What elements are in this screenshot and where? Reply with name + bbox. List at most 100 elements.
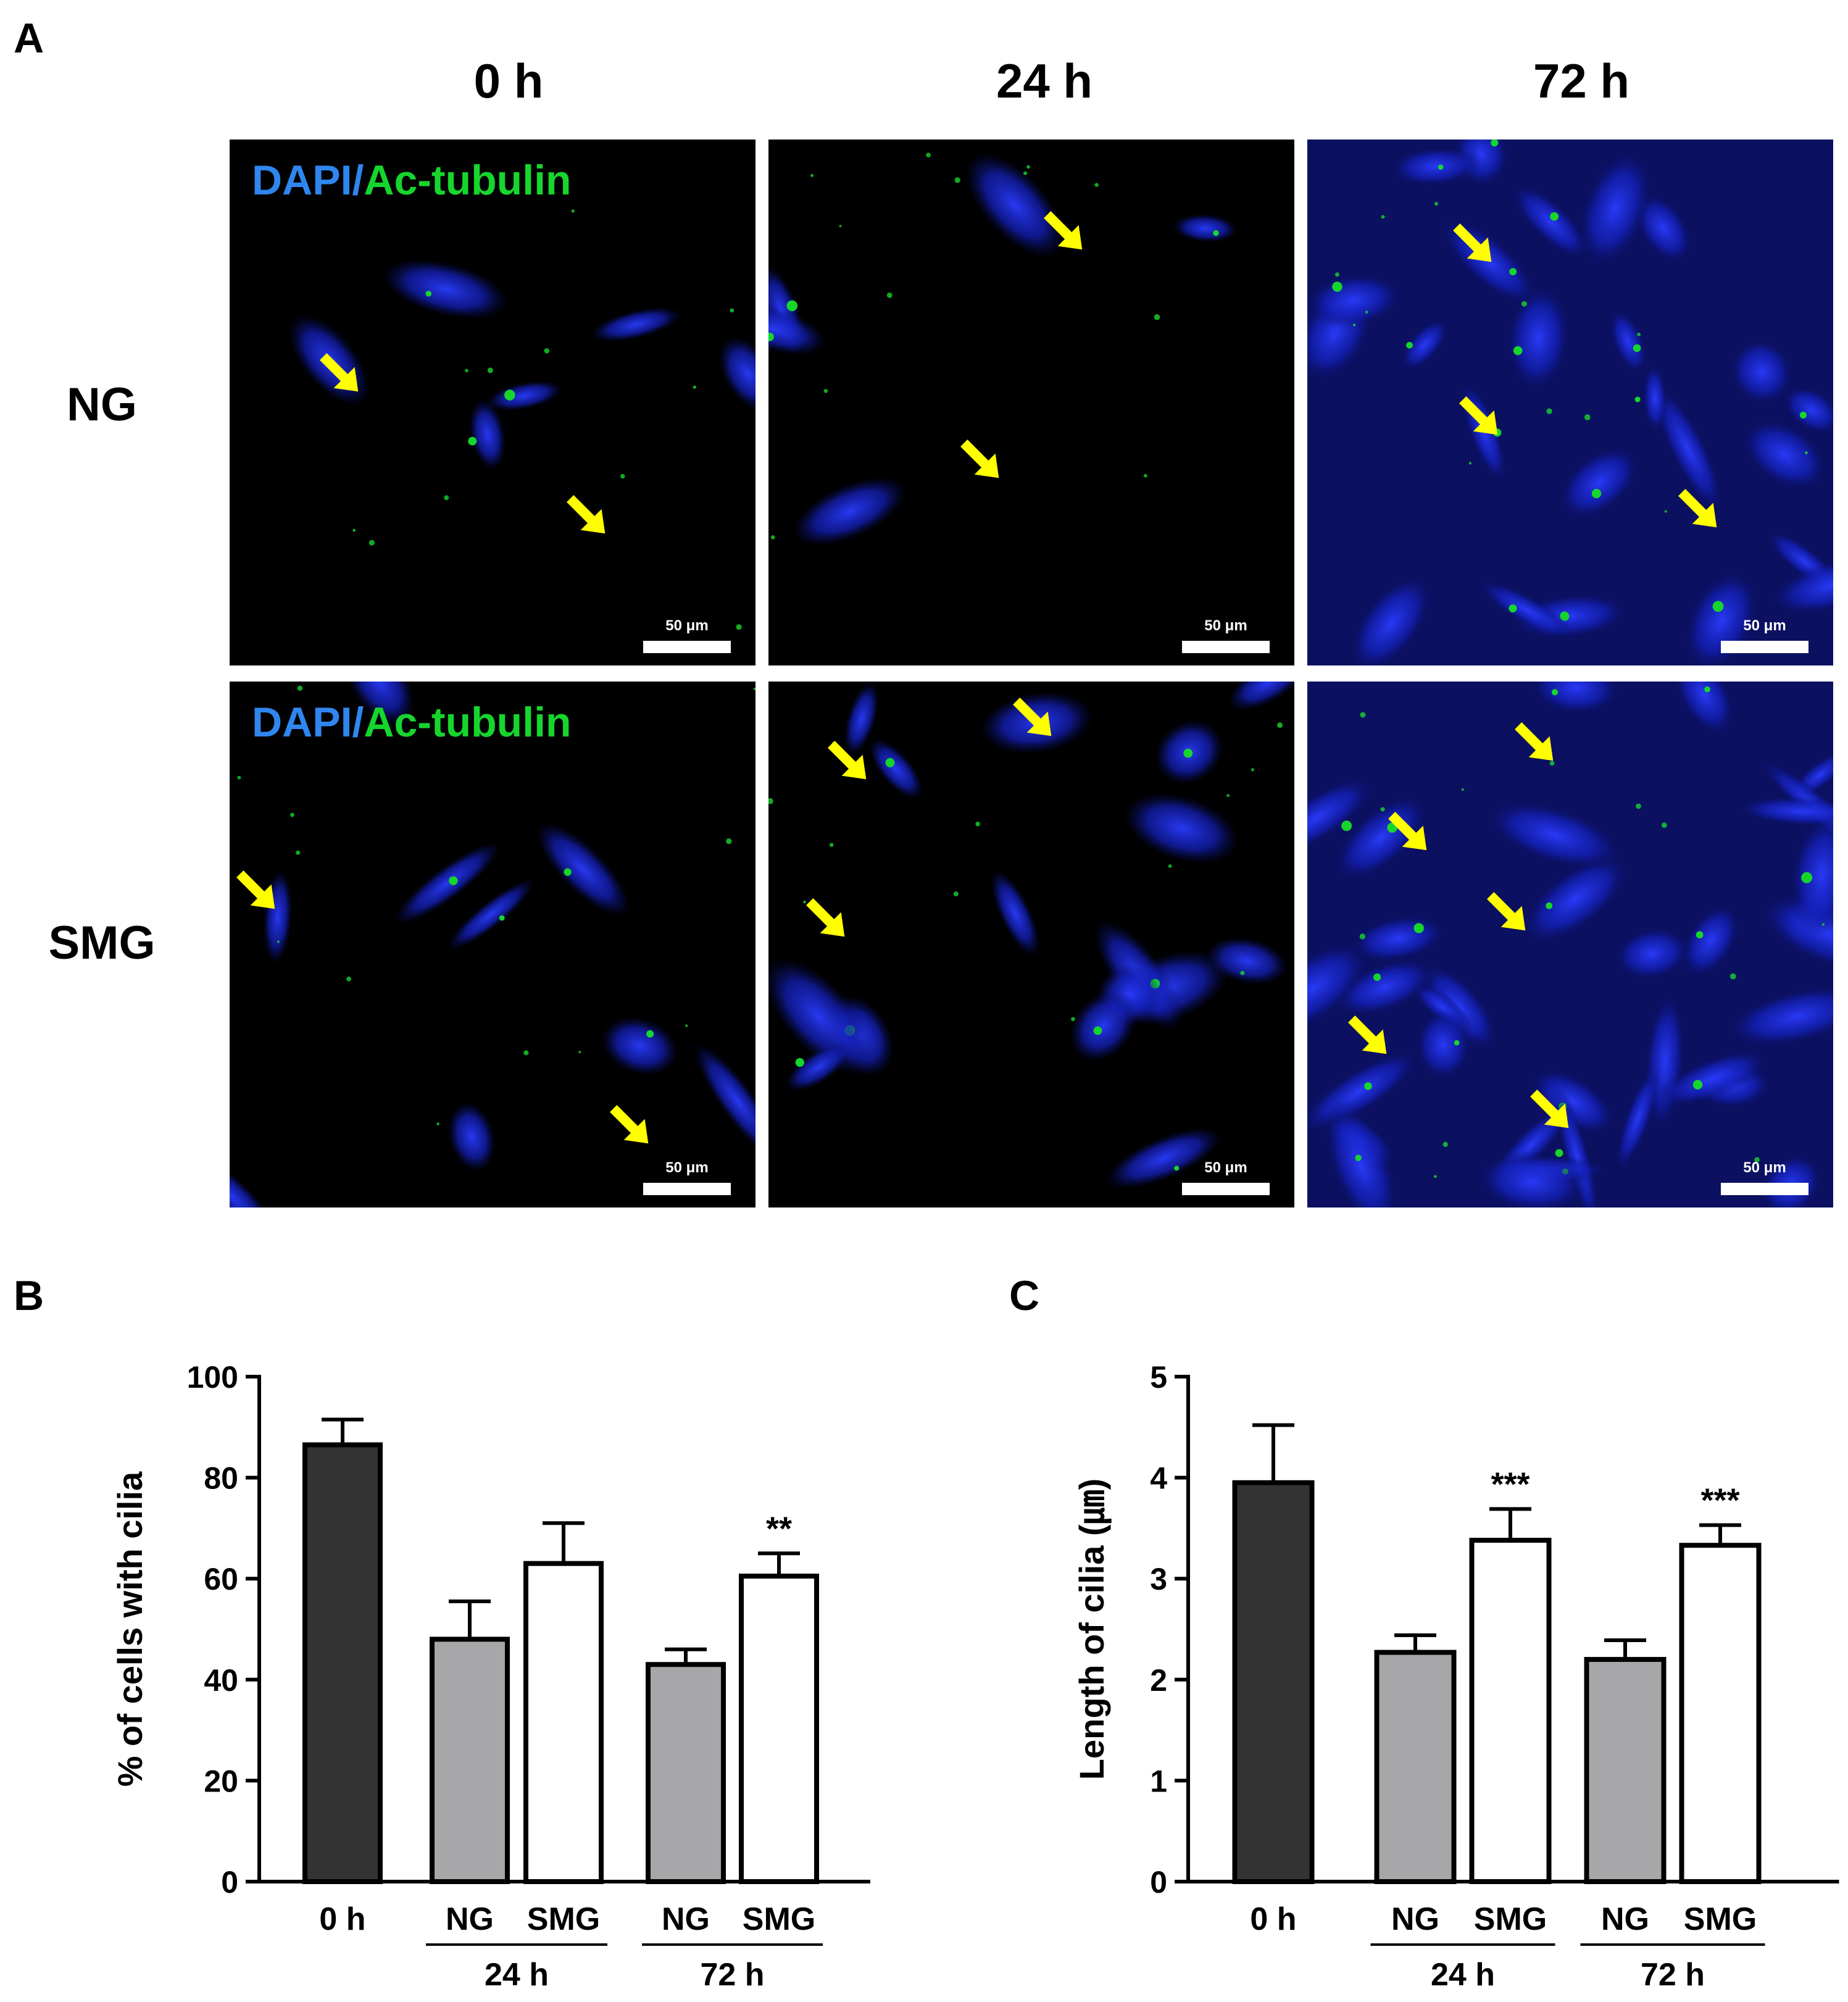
cilium-signal (1491, 140, 1499, 147)
green-speckle (954, 177, 960, 183)
column-header-24h: 24 h (996, 54, 1093, 108)
microscopy-image-ng-0h: DAPI/Ac-tubulin 50 μm (230, 140, 755, 665)
cell-nucleus (1307, 776, 1376, 859)
green-speckle (886, 292, 893, 298)
cell-nucleus (1729, 337, 1794, 406)
cell-nucleus (486, 380, 562, 411)
cell-nucleus (1530, 1067, 1617, 1135)
bar (646, 1662, 726, 1884)
arrow-icon (1348, 1016, 1387, 1054)
panel-letter-b: B (14, 1272, 44, 1319)
panel-letter-a: A (14, 15, 44, 62)
green-speckle (1251, 768, 1254, 772)
cell-nucleus (343, 682, 415, 727)
arrow-icon (320, 353, 359, 392)
cell-nucleus (991, 870, 1040, 957)
cell-nucleus (1307, 941, 1370, 1035)
cilium-signal (1355, 1154, 1362, 1161)
green-speckle (1546, 408, 1552, 414)
green-speckle (1144, 473, 1147, 478)
cell-nucleus (601, 1016, 679, 1076)
cilium-signal (1174, 1166, 1180, 1171)
panel-letter-c: C (1009, 1272, 1040, 1319)
arrow-icon (567, 495, 606, 534)
bar (430, 1637, 510, 1884)
y-axis-label: Length of cilia (㎛) (1072, 1479, 1112, 1780)
microscopy-image-smg-24h: 50 μm (768, 682, 1294, 1207)
cilium-signal (768, 332, 774, 341)
cell-nucleus (1323, 1101, 1399, 1207)
bar (1374, 1650, 1457, 1884)
cell-nucleus (1476, 1151, 1588, 1207)
scale-bar (1182, 1183, 1270, 1195)
green-speckle (444, 495, 449, 501)
bar (1679, 1543, 1762, 1885)
cilia-percentage-chart: % of cells with cilia 0 20 40 60 80 100 0 h NG SM… (110, 1360, 870, 1993)
cell-nucleus (230, 1154, 276, 1207)
cilium-signal (1692, 1080, 1703, 1090)
green-speckle (1240, 970, 1245, 975)
x-tick-label: SMG (1474, 1901, 1547, 1937)
cilium-signal (1634, 396, 1641, 402)
green-speckle (523, 1050, 529, 1056)
arrow-icon (1044, 211, 1083, 250)
cell-nucleus (591, 307, 681, 342)
y-tick-label: 1 (1150, 1764, 1167, 1798)
arrow-icon (1453, 223, 1492, 262)
green-speckle (829, 843, 834, 847)
cilium-signal (1591, 488, 1602, 499)
green-speckle (1549, 761, 1555, 766)
arrow-icon (1013, 698, 1052, 736)
green-speckle (1277, 722, 1283, 728)
cilium-signal (1696, 931, 1704, 939)
cell-nucleus (1333, 794, 1429, 882)
y-axis-label: % of cells with cilia (110, 1471, 149, 1787)
cilium-signal (1799, 411, 1807, 419)
significance-marker: ** (766, 1510, 792, 1547)
cell-nucleus (1124, 793, 1239, 864)
green-speckle (1805, 451, 1808, 454)
cilium-signal (795, 1057, 804, 1067)
green-speckle (1664, 510, 1667, 513)
green-speckle (1381, 215, 1385, 219)
cilium-signal (1712, 601, 1724, 612)
cilium-signal (1801, 872, 1813, 883)
cell-nucleus (1782, 385, 1833, 435)
cell-nucleus (447, 879, 535, 950)
green-speckle (803, 900, 806, 904)
cell-nucleus (1680, 903, 1741, 978)
green-speckle (1521, 301, 1527, 307)
microscopy-image-ng-72h: 50 μm (1307, 140, 1833, 665)
green-speckle (1637, 332, 1641, 336)
scale-bar-label: 50 μm (1743, 1159, 1786, 1176)
group-label: 72 h (700, 1957, 764, 1993)
green-speckle (297, 685, 303, 691)
cilium-signal (1509, 268, 1517, 276)
y-tick-label: 0 (1150, 1865, 1167, 1900)
cell-nucleus (1485, 800, 1624, 870)
cilium-signal (1413, 923, 1424, 933)
microscopy-image-ng-24h: 50 μm (768, 140, 1294, 665)
arrow-icon (1678, 489, 1717, 528)
cilia-length-chart: Length of cilia (㎛) 0 1 2 3 4 5 0 h NG SMG *** NG SM… (1072, 1360, 1839, 1993)
stain-label-sep: / (352, 699, 364, 746)
cell-nucleus (1228, 682, 1294, 711)
green-speckle (352, 528, 356, 532)
cell-nucleus (1070, 990, 1138, 1062)
arrow-icon (1459, 396, 1498, 435)
y-tick-label: 4 (1150, 1461, 1167, 1496)
arrow-icon (1530, 1090, 1569, 1128)
x-tick-label: SMG (743, 1901, 815, 1937)
cell-nucleus (1511, 183, 1591, 261)
green-speckle (1226, 794, 1230, 798)
cell-nucleus (868, 738, 923, 799)
green-speckle (465, 185, 468, 188)
green-speckle (620, 473, 625, 479)
x-tick-label: NG (446, 1901, 494, 1937)
scale-bar (643, 1183, 731, 1195)
green-speckle (823, 389, 828, 393)
group-label: 72 h (1641, 1957, 1705, 1993)
cilium-signal (1704, 686, 1710, 693)
green-speckle (1023, 171, 1028, 175)
cell-nucleus (1401, 318, 1449, 371)
